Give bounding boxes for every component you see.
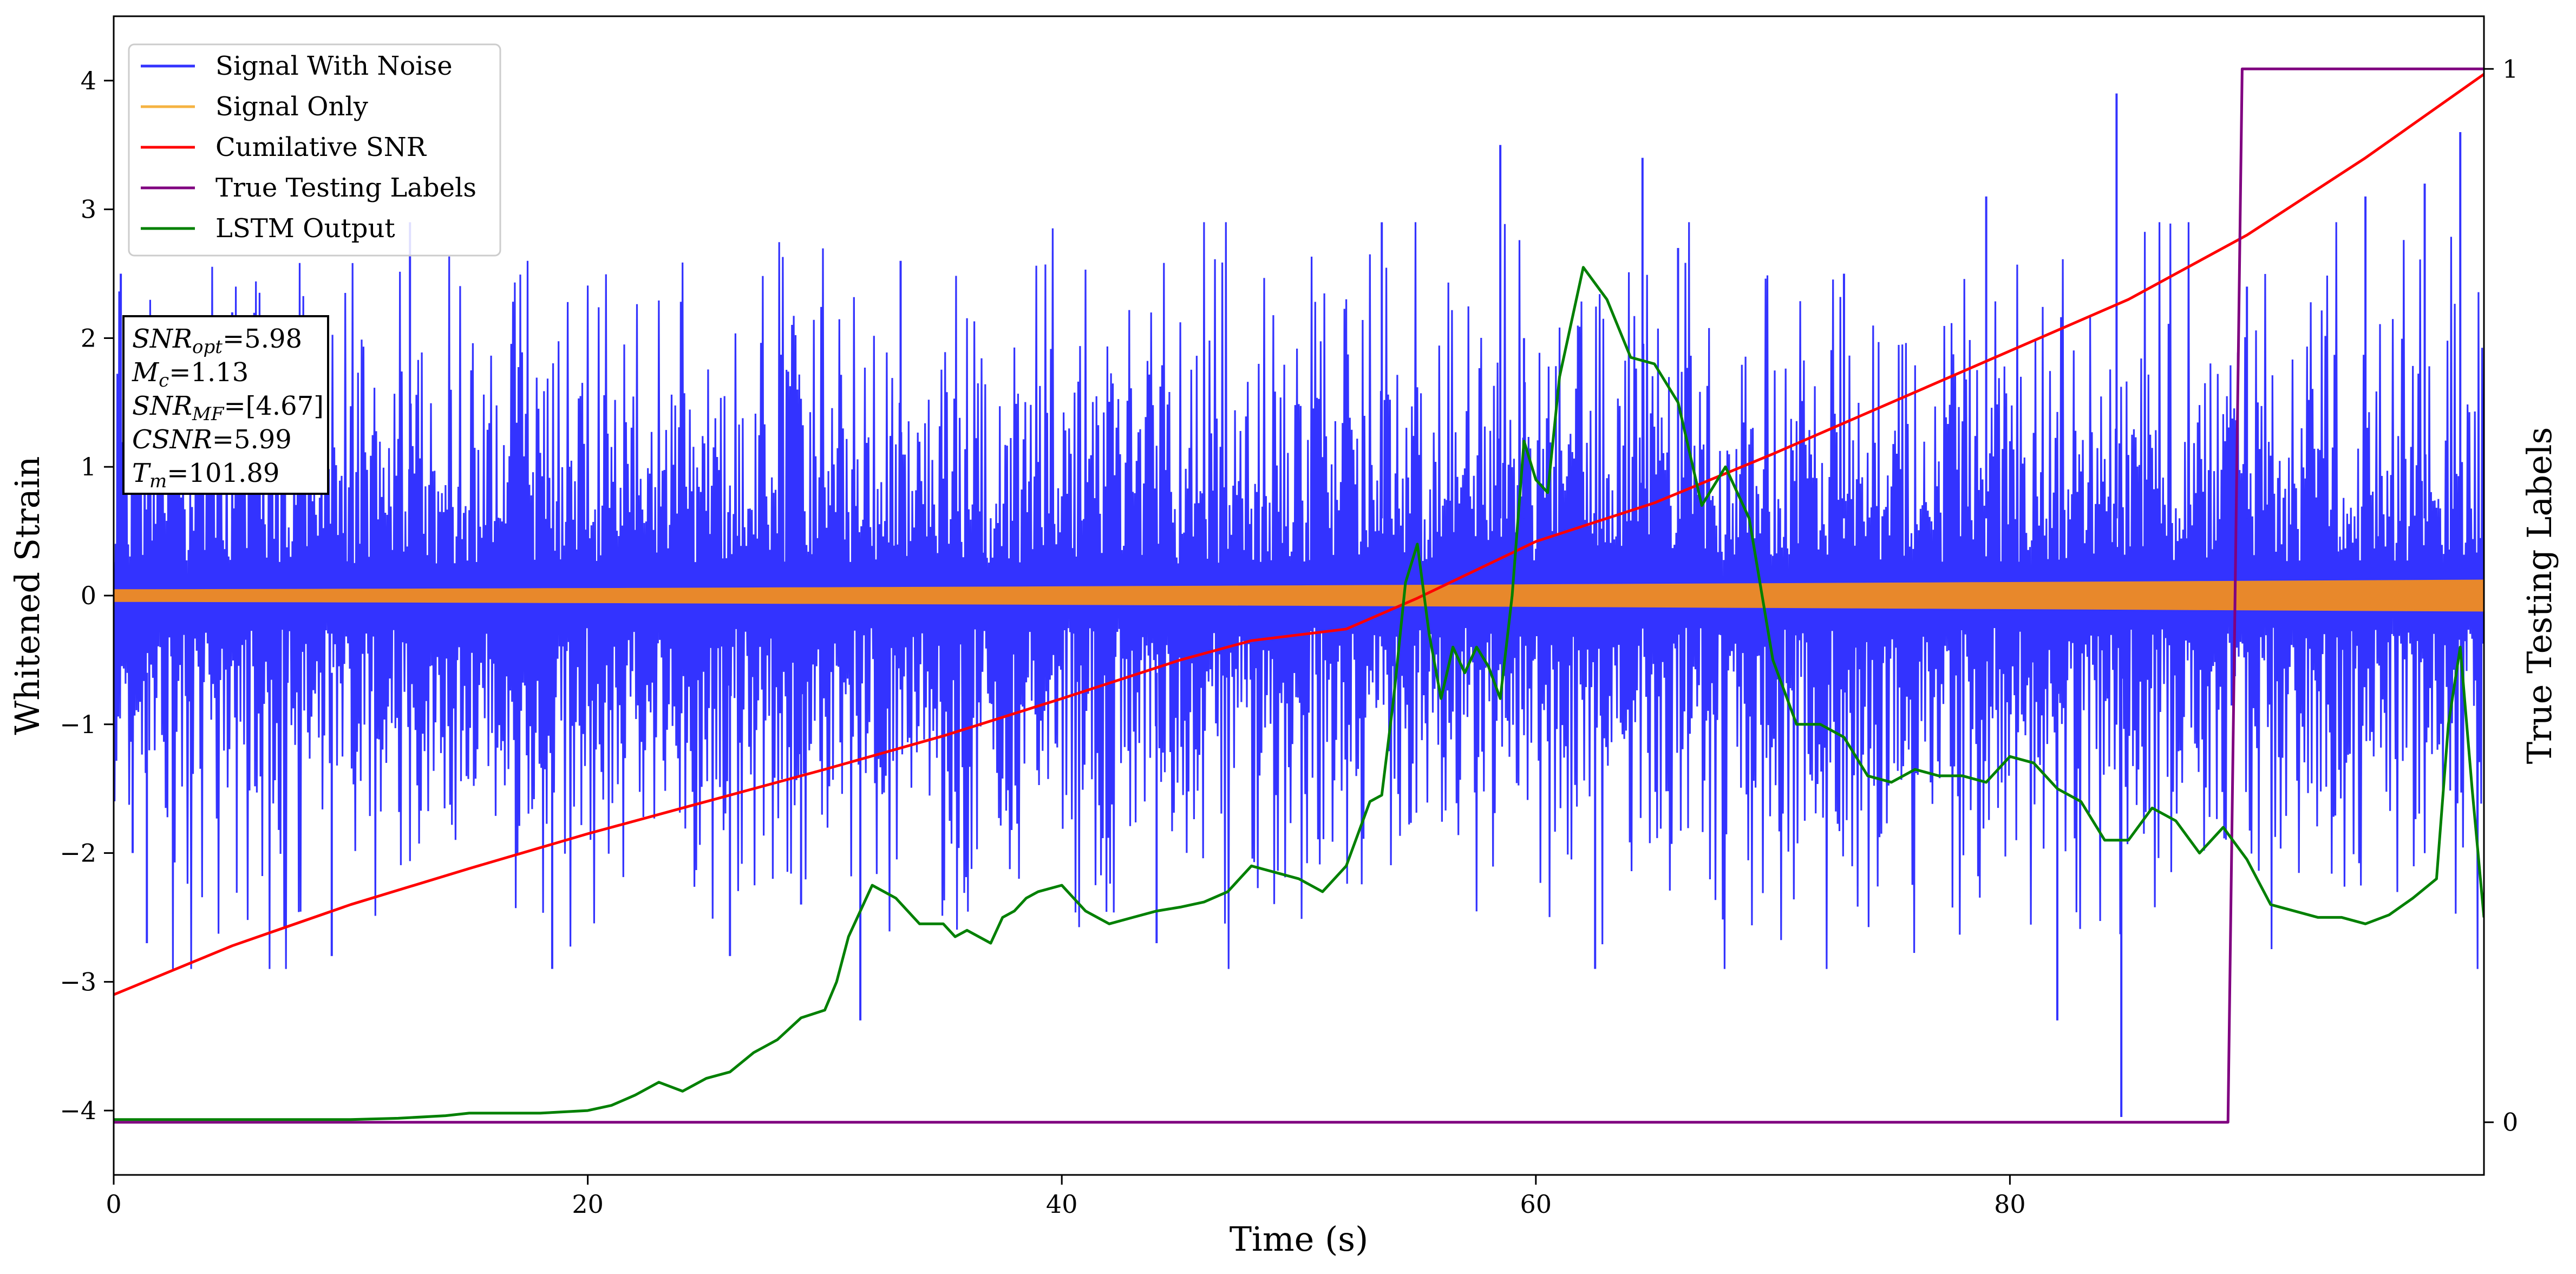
legend-label: True Testing Labels (215, 173, 476, 203)
y-tick-label: 0 (81, 581, 96, 610)
x-tick-label: 0 (106, 1190, 121, 1219)
legend-label: Signal Only (215, 92, 368, 122)
y2-tick-label: 1 (2502, 54, 2518, 83)
legend-label: Cumilative SNR (215, 132, 427, 162)
annotation-line: SNRopt=5.98 (132, 324, 302, 358)
y-tick-label: −3 (60, 967, 96, 996)
signal-band (114, 579, 2484, 612)
y-axis-left: −4 −3 −2 −1 0 1 2 3 4 (60, 66, 114, 1125)
y2-axis-title: True Testing Labels (2520, 427, 2559, 765)
legend-frame (128, 43, 501, 257)
y2-tick-label: 0 (2502, 1108, 2518, 1137)
annotation-line: CSNR=5.99 (132, 424, 292, 455)
y-tick-label: 3 (81, 195, 96, 224)
y-tick-label: −1 (60, 710, 96, 739)
y-tick-label: 4 (81, 66, 96, 95)
y-tick-label: 1 (81, 452, 96, 481)
noise-trace (114, 222, 2484, 969)
y-tick-label: −4 (60, 1096, 96, 1125)
y-axis-right: 01 (2484, 54, 2518, 1137)
series-lines (114, 67, 2484, 1124)
series-true-testing-labels (114, 67, 2484, 1124)
series-signal-only (114, 579, 2484, 612)
x-axis: 0 20 40 60 80 (106, 1175, 2026, 1219)
series-cumilative-snr (114, 73, 2484, 996)
y-tick-label: −2 (60, 839, 96, 868)
legend-label: LSTM Output (215, 213, 395, 244)
y-axis-title: Whitened Strain (8, 456, 47, 735)
annotation-line: SNRMF=[4.67] (132, 391, 324, 425)
annotation-line: Mc=1.13 (132, 357, 249, 391)
stats-annotation: SNRopt=5.98Mc=1.13SNRMF=[4.67]CSNR=5.99T… (122, 315, 329, 495)
x-tick-label: 20 (572, 1190, 604, 1219)
series-signal-with-noise (114, 93, 2484, 1117)
series-lstm-output (114, 266, 2484, 1121)
annotation-frame (122, 315, 329, 495)
legend-label: Signal With Noise (215, 51, 453, 81)
y-tick-label: 2 (81, 323, 96, 352)
annotation-line: Tm=101.89 (132, 458, 279, 492)
plot-area (114, 67, 2484, 1124)
x-tick-label: 60 (1520, 1190, 1552, 1219)
x-axis-title: Time (s) (1230, 1219, 1369, 1259)
x-tick-label: 80 (1994, 1190, 2026, 1219)
x-tick-label: 40 (1046, 1190, 1078, 1219)
legend: Signal With Noise Signal Only Cumilative S… (128, 43, 501, 257)
